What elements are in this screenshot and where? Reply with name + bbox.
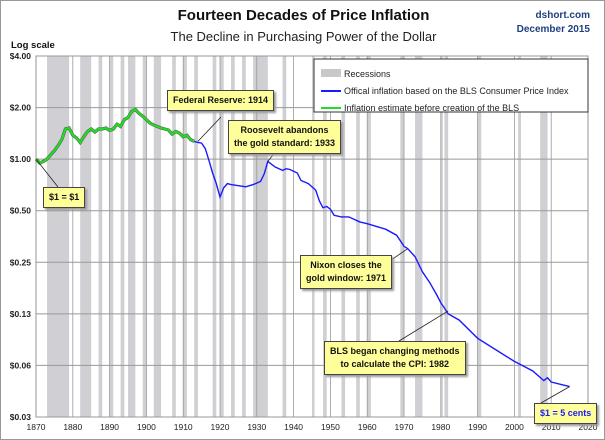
recession-band: [183, 56, 187, 417]
x-tick-label: 1870: [27, 422, 46, 432]
x-tick-label: 1910: [174, 422, 193, 432]
x-tick-label: 1950: [321, 422, 340, 432]
recession-band: [323, 56, 327, 417]
annotation-text: Roosevelt abandons: [240, 125, 329, 135]
recession-band: [142, 56, 147, 417]
recession-band: [231, 56, 235, 417]
recession-band: [128, 56, 136, 417]
recession-band: [477, 56, 482, 417]
x-tick-label: 1990: [468, 422, 487, 432]
chart-title: Fourteen Decades of Price Inflation: [177, 7, 430, 24]
annotation-text: $1 = 5 cents: [540, 408, 592, 418]
x-tick-label: 1960: [358, 422, 377, 432]
recession-band: [109, 56, 114, 417]
recession-band: [220, 56, 224, 417]
recession-band: [440, 56, 443, 417]
annotation-arrow: [35, 158, 59, 188]
recession-band: [172, 56, 176, 417]
y-tick-label: $0.25: [10, 257, 32, 267]
recession-band: [120, 56, 125, 417]
recession-band: [194, 56, 198, 417]
recession-band: [242, 56, 246, 417]
annotation-arrow: [398, 310, 449, 342]
annotation-text: the gold standard: 1933: [234, 138, 336, 148]
recession-band: [400, 56, 404, 417]
series-line-bls-cpi: [194, 140, 570, 388]
annotation-arrow: [197, 116, 222, 142]
y-tick-label: $0.13: [10, 309, 32, 319]
date-label: December 2015: [516, 24, 590, 35]
source-label: dshort.com: [535, 10, 590, 21]
x-tick-label: 1930: [247, 422, 266, 432]
annotation-text: Nixon closes the: [310, 260, 382, 270]
recession-band: [153, 56, 162, 417]
y-tick-label: $0.50: [10, 206, 32, 216]
recession-band: [212, 56, 217, 417]
x-tick-label: 2010: [542, 422, 561, 432]
series-line-estimate: [35, 108, 195, 165]
recession-band: [356, 56, 360, 417]
annotation-text: $1 = $1: [49, 192, 80, 202]
y-tick-label: $0.03: [10, 412, 32, 422]
y-tick-label: $0.06: [10, 360, 32, 370]
recession-band: [47, 56, 70, 417]
x-tick-label: 1980: [431, 422, 450, 432]
x-tick-label: 1900: [137, 422, 156, 432]
y-tick-label: $4.00: [10, 51, 32, 61]
recession-band: [282, 56, 287, 417]
recession-band: [444, 56, 449, 417]
annotation-text: BLS began changing methods: [330, 346, 460, 356]
annotation-roosevelt: Roosevelt abandons the gold standard: 193…: [228, 120, 342, 154]
recession-band: [540, 56, 548, 417]
recession-band: [518, 56, 522, 417]
x-tick-label: 1920: [211, 422, 230, 432]
x-tick-label: 1970: [395, 422, 414, 432]
x-tick-label: 2000: [505, 422, 524, 432]
legend-box: [313, 58, 589, 113]
x-tick-label: 1890: [100, 422, 119, 432]
y-tick-label: $1.00: [10, 154, 32, 164]
x-tick-label: 2020: [579, 422, 598, 432]
y-tick-label: $2.00: [10, 103, 32, 113]
recession-band: [98, 56, 103, 417]
legend-swatch-recessions: [321, 69, 341, 77]
recession-band: [415, 56, 423, 417]
recession-band: [80, 56, 92, 417]
legend-entry: Inflation estimate before creation of th…: [344, 103, 519, 113]
annotation-bls-methods: BLS began changing methods to calculate t…: [324, 341, 466, 375]
annotation-text: gold window: 1971: [306, 273, 387, 283]
annotation-one-dollar: $1 = $1: [43, 187, 86, 208]
x-tick-label: 1880: [63, 422, 82, 432]
annotation-nixon: Nixon closes the gold window: 1971: [300, 255, 393, 289]
annotation-text: to calculate the CPI: 1982: [340, 359, 450, 369]
legend-entry: Offical inflation based on the BLS Consu…: [344, 86, 569, 96]
x-tick-label: 1940: [284, 422, 303, 432]
annotation-five-cents: $1 = 5 cents: [534, 403, 598, 424]
annotation-federal-reserve: Federal Reserve: 1914: [167, 90, 275, 111]
annotation-arrow: [540, 386, 570, 404]
y-axis-label: Log scale: [11, 40, 55, 51]
legend-entry: Recessions: [344, 69, 391, 79]
recession-band: [367, 56, 371, 417]
recession-band: [312, 56, 315, 417]
annotation-text: Federal Reserve: 1914: [173, 95, 269, 105]
recession-band: [341, 56, 346, 417]
chart-subtitle: The Decline in Purchasing Power of the D…: [170, 29, 437, 44]
